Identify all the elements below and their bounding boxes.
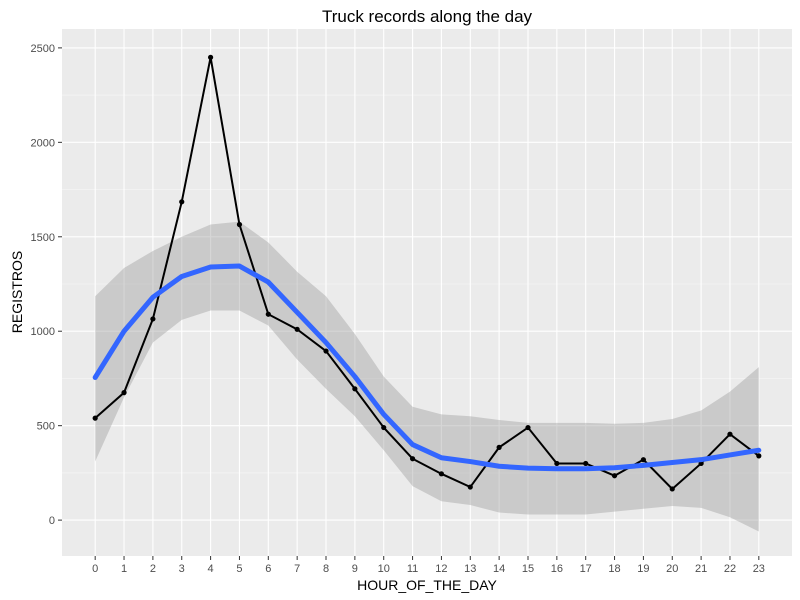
data-point [121, 390, 127, 396]
x-tick-label: 19 [637, 563, 649, 575]
data-point [150, 316, 156, 322]
data-point [92, 415, 98, 421]
data-point [467, 484, 473, 490]
x-tick-label: 6 [265, 563, 271, 575]
x-tick-label: 4 [208, 563, 214, 575]
x-tick-label: 18 [608, 563, 620, 575]
data-point [409, 456, 416, 462]
x-tick-label: 8 [323, 563, 329, 575]
data-point [265, 311, 271, 317]
data-point [323, 348, 329, 354]
data-point [352, 386, 358, 392]
x-tick-label: 13 [464, 563, 476, 575]
x-tick-label: 9 [352, 563, 358, 575]
y-axis-ticks: 0 500 1000 1500 2000 2500 [31, 43, 62, 527]
x-tick-label: 10 [378, 563, 390, 575]
x-tick-label: 7 [294, 563, 300, 575]
y-tick-label: 2500 [31, 43, 55, 55]
x-tick-label: 11 [407, 563, 418, 575]
major-gridlines [62, 29, 792, 556]
x-tick-label: 22 [724, 563, 736, 575]
y-tick-label: 1000 [31, 326, 55, 338]
data-point [236, 221, 243, 228]
x-tick-label: 1 [121, 563, 127, 575]
x-tick-label: 3 [179, 563, 185, 575]
data-point [554, 460, 560, 467]
x-axis-title: HOUR_OF_THE_DAY [357, 577, 497, 593]
data-point [611, 473, 618, 479]
data-point [525, 424, 531, 431]
chart-title: Truck records along the day [322, 7, 533, 26]
x-tick-label: 15 [522, 563, 534, 575]
y-tick-label: 1500 [31, 232, 55, 244]
data-point [179, 199, 185, 205]
x-tick-label: 21 [695, 563, 707, 575]
x-tick-label: 12 [435, 563, 447, 575]
data-point [669, 486, 675, 492]
data-point [583, 460, 589, 467]
x-tick-label: 16 [551, 563, 563, 575]
data-point [381, 424, 387, 431]
data-point [207, 54, 214, 60]
x-tick-label: 23 [753, 563, 765, 575]
smooth-trend-line [92, 263, 762, 472]
plot-panel [62, 29, 792, 556]
x-axis-ticks: 0 1 2 3 4 5 6 7 8 9 10 11 12 13 14 15 16 17 18 19 20 21 22 23 [92, 556, 765, 575]
x-tick-label: 20 [666, 563, 678, 575]
x-tick-label: 17 [580, 563, 592, 575]
data-point [294, 326, 300, 332]
data-point [727, 431, 733, 437]
x-tick-label: 5 [236, 563, 242, 575]
data-point [496, 444, 502, 450]
y-tick-label: 0 [49, 515, 55, 527]
data-point [438, 471, 445, 477]
x-tick-label: 0 [92, 563, 98, 575]
y-tick-label: 2000 [31, 137, 55, 149]
data-point [640, 457, 647, 463]
y-axis-title: REGISTROS [9, 251, 25, 333]
x-tick-label: 14 [493, 563, 505, 575]
x-tick-label: 2 [150, 563, 156, 575]
confidence-band [95, 221, 759, 532]
data-point [756, 453, 762, 459]
data-points [92, 54, 762, 492]
y-tick-label: 500 [37, 421, 55, 433]
